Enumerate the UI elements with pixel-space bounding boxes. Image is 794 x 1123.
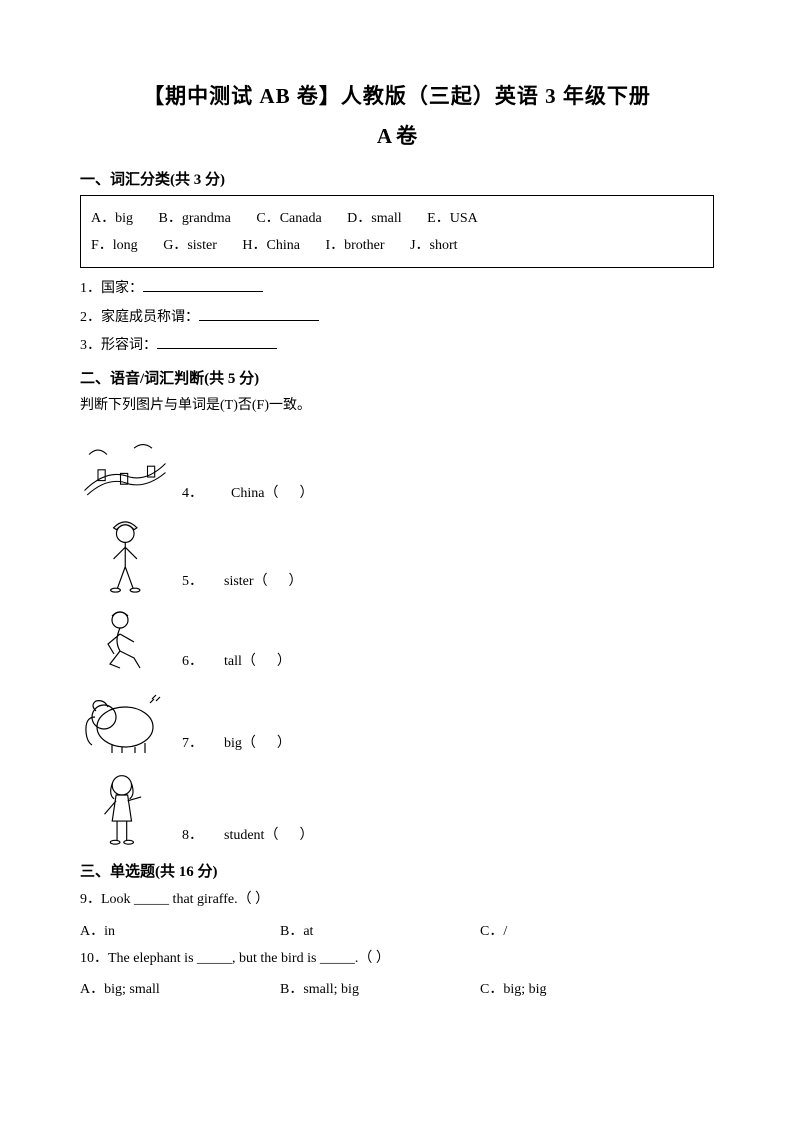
blank-input[interactable] [157,335,277,349]
picture-question-6: 6． tall（ ） [80,606,714,676]
blank-input[interactable] [143,278,263,292]
q6-word: tall [224,654,242,669]
section1-header: 一、词汇分类(共 3 分) [80,168,714,189]
q8-word: student [224,828,264,843]
q10-option-b[interactable]: B．small; big [280,978,480,998]
q9-option-b[interactable]: B．at [280,920,480,940]
section3-header: 三、单选题(共 16 分) [80,860,714,881]
q4-word: China [231,486,264,501]
option-h: H．China [242,233,300,260]
q9-options: A．in B．at C．/ [80,920,714,940]
girl-icon [80,768,170,850]
option-d: D．small [347,206,401,233]
q5-word: sister [224,574,254,589]
q10-option-a[interactable]: A．big; small [80,978,280,998]
fill-q1: 1．国家： [80,278,714,300]
q10-stem: 10．The elephant is _____, but the bird i… [80,948,714,970]
q8-num: 8． [182,828,203,843]
doc-title-line2: A 卷 [80,120,714,150]
great-wall-icon [80,428,170,508]
q10-option-c[interactable]: C．big; big [480,978,640,998]
option-f: F．long [91,233,138,260]
option-b: B．grandma [159,206,231,233]
picture-question-5: 5． sister（ ） [80,518,714,596]
option-i: I．brother [325,233,384,260]
picture-question-4: 4． China（ ） [80,428,714,508]
option-g: G．sister [163,233,217,260]
option-e: E．USA [427,206,478,233]
blank-input[interactable] [199,307,319,321]
crouching-person-icon [80,606,170,676]
q10-options: A．big; small B．small; big C．big; big [80,978,714,998]
option-a: A．big [91,206,133,233]
q6-num: 6． [182,654,203,669]
picture-question-7: 7． big（ ） [80,686,714,758]
section2-instruction: 判断下列图片与单词是(T)否(F)一致。 [80,394,714,414]
elephant-icon [80,686,170,758]
word-bank-row1: A．big B．grandma C．Canada D．small E．USA [91,206,703,233]
q9-stem: 9．Look _____ that giraffe.（ ） [80,889,714,911]
word-bank-box: A．big B．grandma C．Canada D．small E．USA F… [80,195,714,268]
q9-option-c[interactable]: C．/ [480,920,640,940]
boy-icon [80,518,170,596]
section2-header: 二、语音/词汇判断(共 5 分) [80,367,714,388]
q4-num: 4． [182,486,203,501]
picture-question-8: 8． student（ ） [80,768,714,850]
q5-num: 5． [182,574,203,589]
option-c: C．Canada [256,206,321,233]
q9-option-a[interactable]: A．in [80,920,280,940]
q7-num: 7． [182,736,203,751]
fill-q3: 3．形容词： [80,335,714,357]
word-bank-row2: F．long G．sister H．China I．brother J．shor… [91,233,703,260]
fill-q2: 2．家庭成员称谓： [80,307,714,329]
q7-word: big [224,736,242,751]
doc-title-line1: 【期中测试 AB 卷】人教版（三起）英语 3 年级下册 [80,80,714,110]
option-j: J．short [410,233,457,260]
